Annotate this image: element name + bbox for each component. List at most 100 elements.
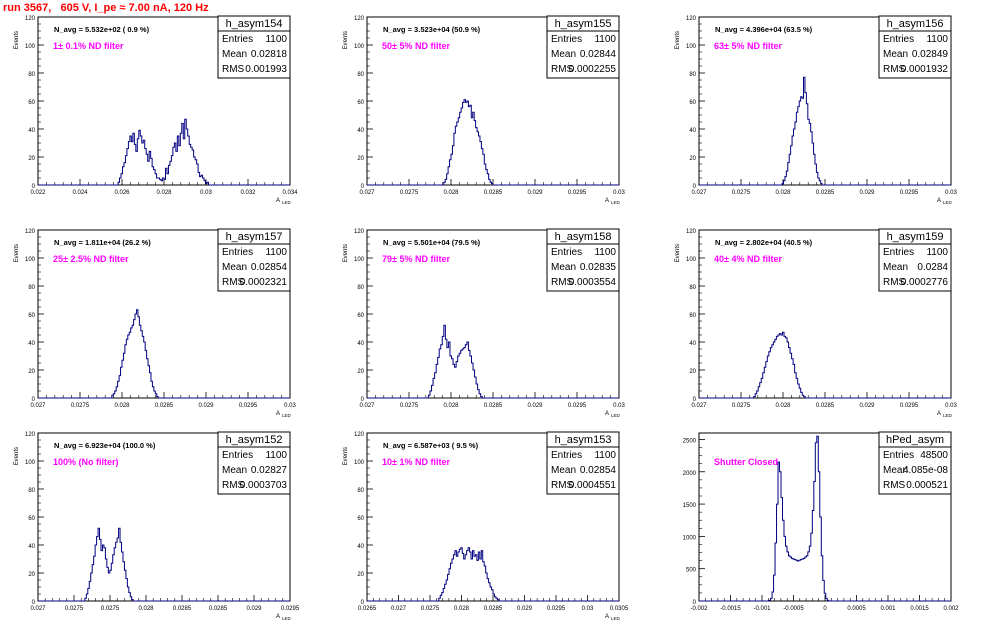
x-axis-label-sub: LED bbox=[282, 200, 292, 205]
y-axis-label: Events bbox=[343, 447, 349, 465]
x-axis-label: A bbox=[605, 614, 609, 620]
y-tick-label: 60 bbox=[689, 100, 696, 106]
y-tick-label: 500 bbox=[686, 568, 697, 574]
stats-value: 1100 bbox=[926, 247, 948, 258]
y-tick-label: 40 bbox=[689, 128, 696, 134]
filter-annotation: 79± 5% ND filter bbox=[382, 254, 450, 264]
x-tick-label: 0.0275 bbox=[101, 606, 120, 612]
x-tick-label: 0.027 bbox=[30, 606, 46, 612]
filter-annotation: 63± 5% ND filter bbox=[714, 41, 782, 51]
x-axis-label-sub: LED bbox=[943, 200, 953, 205]
x-tick-label: 0.028 bbox=[156, 190, 172, 196]
stats-title: h_asym153 bbox=[555, 434, 612, 446]
y-tick-label: 40 bbox=[28, 544, 35, 550]
x-tick-label: 0.0295 bbox=[900, 190, 919, 196]
stats-value: 0.0002321 bbox=[240, 277, 288, 288]
y-tick-label: 60 bbox=[357, 100, 364, 106]
histogram-series bbox=[38, 118, 290, 186]
stats-box-frame bbox=[878, 228, 952, 292]
stats-value: 1100 bbox=[265, 450, 287, 461]
stats-label: Mean bbox=[222, 262, 247, 273]
y-tick-label: 1000 bbox=[683, 535, 697, 541]
x-tick-label: 0.028 bbox=[138, 606, 154, 612]
stats-box-frame bbox=[878, 431, 952, 495]
stats-title: h_asym157 bbox=[226, 231, 283, 243]
histogram-series bbox=[699, 435, 951, 602]
stats-value: 0.02854 bbox=[251, 262, 288, 273]
x-tick-label: 0.0275 bbox=[732, 403, 751, 409]
stats-title: h_asym156 bbox=[887, 18, 944, 30]
x-tick-label: -0.0015 bbox=[720, 606, 741, 612]
stats-label: RMS bbox=[222, 277, 245, 288]
stats-title: h_asym158 bbox=[555, 231, 612, 243]
histogram-series bbox=[699, 331, 951, 399]
stats-value: 48500 bbox=[920, 450, 948, 461]
navg-label: N_avg = 2.802e+04 (40.5 %) bbox=[715, 238, 813, 247]
y-tick-label: 20 bbox=[28, 572, 35, 578]
stats-box: h_asym152 Entries 1100 Mean 0.02827 RMS0.0003… bbox=[217, 431, 291, 495]
histogram-panel-h_asym154: 0 20 40 60 80 100 120 0.022 0.024 0.026 0.028 0.03 0… bbox=[14, 15, 298, 205]
navg-label: N_avg = 5.501e+04 (79.5 %) bbox=[383, 238, 481, 247]
x-axis-label-sub: LED bbox=[611, 413, 621, 418]
stats-label: Entries bbox=[551, 247, 582, 258]
stats-label: Entries bbox=[883, 34, 914, 45]
x-tick-label: 0.0285 bbox=[484, 606, 503, 612]
stats-box: h_asym156 Entries 1100 Mean 0.02849 RMS0.0001… bbox=[878, 15, 952, 79]
x-tick-label: -0.001 bbox=[753, 606, 771, 612]
stats-label: Entries bbox=[222, 247, 253, 258]
histogram-panel-hPed_asym: 0 500 1000 1500 2000 2500 -0.002 -0.0015 -0.001 -… bbox=[683, 431, 959, 612]
y-tick-label: 80 bbox=[357, 72, 364, 78]
y-tick-label: 80 bbox=[357, 285, 364, 291]
x-tick-label: 0.024 bbox=[72, 190, 88, 196]
x-tick-label: 0.03 bbox=[200, 190, 212, 196]
x-tick-label: 0.03 bbox=[945, 403, 957, 409]
stats-label: Entries bbox=[222, 450, 253, 461]
x-tick-label: 0.0295 bbox=[547, 606, 566, 612]
x-tick-label: 0.0285 bbox=[209, 606, 228, 612]
y-tick-label: 20 bbox=[28, 369, 35, 375]
x-axis-label-sub: LED bbox=[943, 413, 953, 418]
x-tick-label: 0.029 bbox=[517, 606, 533, 612]
stats-box-frame bbox=[878, 15, 952, 79]
y-tick-label: 40 bbox=[28, 128, 35, 134]
x-tick-label: 0.027 bbox=[391, 606, 407, 612]
x-tick-label: 0.0265 bbox=[358, 606, 377, 612]
stats-label: Entries bbox=[551, 450, 582, 461]
x-tick-label: 0.029 bbox=[859, 403, 875, 409]
filter-annotation: 25± 2.5% ND filter bbox=[53, 254, 129, 264]
stats-label: RMS bbox=[222, 64, 245, 75]
stats-box-frame bbox=[546, 15, 620, 79]
y-tick-label: 100 bbox=[354, 257, 365, 263]
x-tick-label: 0.029 bbox=[246, 606, 262, 612]
x-tick-label: 0.032 bbox=[240, 190, 256, 196]
stats-value: 0.02849 bbox=[912, 49, 949, 60]
x-axis-label: A bbox=[605, 198, 609, 204]
stats-label: RMS bbox=[883, 480, 906, 491]
x-tick-label: 0.034 bbox=[282, 190, 298, 196]
x-tick-label: 0.0305 bbox=[610, 606, 629, 612]
stats-label: Entries bbox=[883, 450, 914, 461]
y-tick-label: 100 bbox=[686, 257, 697, 263]
histogram-series bbox=[367, 547, 619, 602]
x-tick-label: 0.0275 bbox=[400, 190, 419, 196]
histogram-series bbox=[38, 309, 290, 399]
histogram-panel-h_asym157: 0 20 40 60 80 100 120 0.027 0.0275 0.028 0.0285 0.0… bbox=[14, 228, 296, 418]
y-tick-label: 0 bbox=[32, 184, 36, 190]
x-tick-label: 0.0275 bbox=[400, 403, 419, 409]
y-tick-label: 40 bbox=[357, 128, 364, 134]
x-tick-label: 0.028 bbox=[443, 403, 459, 409]
stats-box-frame bbox=[217, 228, 291, 292]
y-tick-label: 20 bbox=[28, 156, 35, 162]
stats-value: 0.0004551 bbox=[569, 480, 617, 491]
stats-label: Entries bbox=[883, 247, 914, 258]
stats-box: h_asym153 Entries 1100 Mean 0.02854 RMS0.0004… bbox=[546, 431, 620, 495]
y-tick-label: 60 bbox=[689, 313, 696, 319]
x-tick-label: 0.027 bbox=[359, 403, 375, 409]
x-tick-label: 0 bbox=[823, 606, 827, 612]
y-axis-label: Events bbox=[343, 244, 349, 262]
y-tick-label: 80 bbox=[689, 72, 696, 78]
x-tick-label: 0.03 bbox=[613, 190, 625, 196]
filter-annotation: 50± 5% ND filter bbox=[382, 41, 450, 51]
y-axis-label: Events bbox=[675, 31, 681, 49]
